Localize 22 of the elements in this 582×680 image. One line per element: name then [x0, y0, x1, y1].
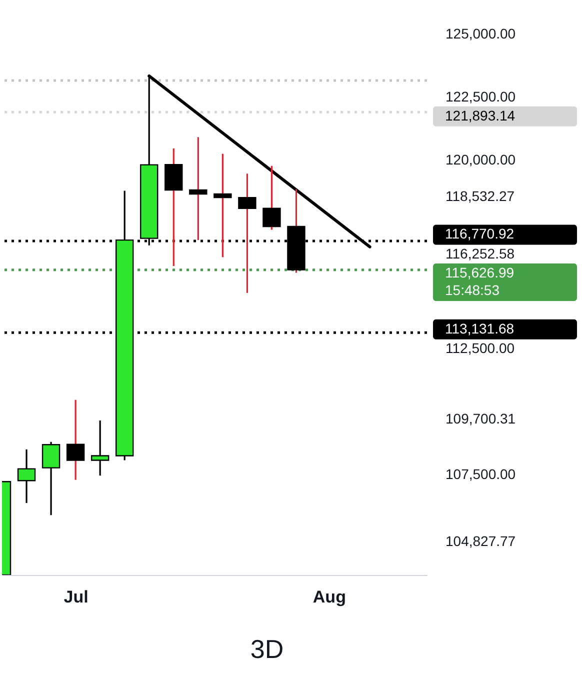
text: 3D — [250, 634, 284, 664]
candlestick — [17, 448, 36, 504]
y-tick-label: 118,532.27 — [446, 188, 515, 204]
y-tick-label: 112,500.00 — [446, 340, 515, 356]
y-tick-label: 116,252.58 — [446, 246, 515, 262]
y-tick-label: 122,500.00 — [446, 88, 516, 104]
y-tick-label: 125,000.00 — [446, 25, 516, 42]
y-tick-label: 107,500.00 — [446, 466, 516, 482]
x-tick-label: Jul — [64, 588, 88, 606]
x-tick-label: Aug — [312, 588, 346, 606]
candlestick — [189, 136, 208, 241]
y-tick-label: 120,000.00 — [446, 151, 516, 168]
candlestick — [42, 441, 60, 516]
candlestick — [66, 399, 85, 481]
candlestick — [90, 420, 110, 476]
ref-line-label: 121,893.14 — [445, 107, 516, 124]
ref-line-label: 113,131.68 — [445, 320, 514, 336]
candlestick — [262, 165, 281, 231]
ref-line-label: 116,770.92 — [445, 226, 514, 242]
y-tick-label: 104,827.77 — [446, 533, 516, 550]
ref-line-label: 115,626.99 15:48:53 — [445, 264, 514, 298]
y-tick-label: 109,700.31 — [446, 410, 516, 426]
